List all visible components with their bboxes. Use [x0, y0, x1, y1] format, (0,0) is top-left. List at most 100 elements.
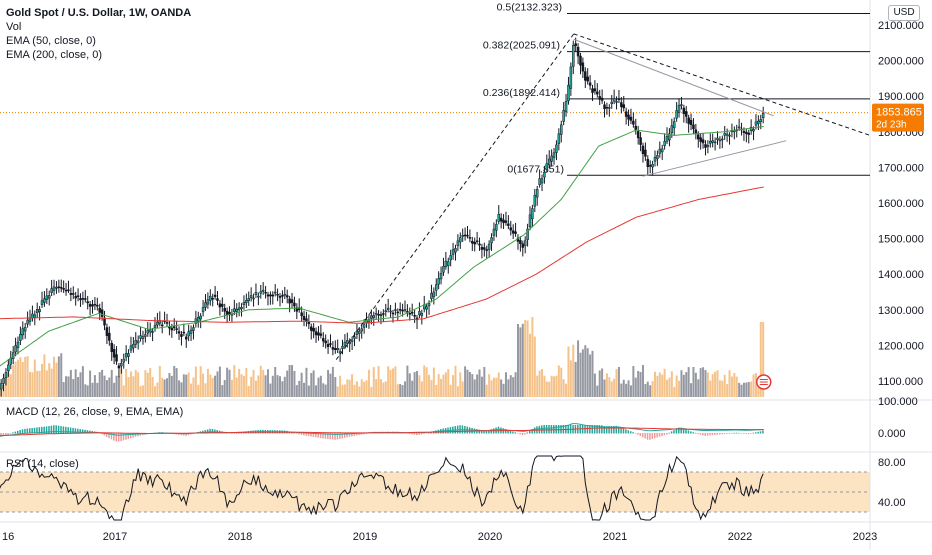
- candle-body: [91, 304, 94, 307]
- candle-body: [266, 294, 270, 297]
- volume-bar: [456, 386, 459, 397]
- legend-ema200[interactable]: EMA (200, close, 0): [6, 49, 102, 61]
- currency-label[interactable]: USD: [888, 5, 920, 21]
- rsi-label[interactable]: RSI (14, close): [6, 458, 79, 470]
- macd-histogram-bar: [661, 433, 663, 436]
- volume-bar: [644, 384, 647, 397]
- candle-body: [177, 331, 181, 334]
- candle-body: [716, 137, 719, 140]
- macd-histogram-bar: [654, 433, 656, 439]
- macd-histogram-bar: [723, 433, 726, 435]
- volume-bar: [514, 372, 517, 397]
- macd-signal-line: [0, 427, 764, 437]
- volume-bar: [610, 381, 613, 397]
- triangle-lower-line[interactable]: [642, 140, 787, 177]
- price-axis-tick: 2000.000: [878, 56, 924, 68]
- candle-body: [742, 130, 746, 133]
- volume-bar: [206, 368, 209, 397]
- volume-bar: [348, 379, 351, 397]
- candle-body: [122, 358, 125, 363]
- volume-bar: [586, 348, 589, 397]
- volume-bar: [428, 374, 431, 397]
- volume-bar: [497, 372, 500, 397]
- macd-histogram-bar: [7, 433, 9, 435]
- candle-body: [141, 336, 145, 339]
- volume-bar: [288, 365, 291, 397]
- volume-bar: [423, 365, 426, 397]
- macd-histogram-bar: [586, 425, 589, 434]
- candle-body: [117, 365, 121, 369]
- candle-body: [254, 292, 258, 295]
- volume-bar: [339, 375, 342, 397]
- candle-body: [653, 156, 657, 162]
- macd-histogram-bar: [550, 425, 553, 434]
- volume-bar: [476, 374, 479, 397]
- candle-body: [499, 217, 503, 222]
- macd-histogram-bar: [622, 428, 625, 434]
- price-axis-tick: 2100.000: [878, 20, 924, 32]
- volume-bar: [687, 367, 690, 397]
- candle-body: [593, 88, 597, 92]
- volume-bar: [502, 383, 505, 397]
- candle-body: [610, 101, 613, 105]
- macd-histogram-bar: [584, 425, 586, 434]
- triangle-upper-line[interactable]: [573, 38, 774, 117]
- macd-histogram-bar: [355, 433, 358, 436]
- macd-histogram-bar: [639, 433, 642, 437]
- candle-body: [490, 237, 493, 244]
- volume-bar: [512, 377, 515, 397]
- volume-bar: [666, 379, 669, 397]
- legend-ema50[interactable]: EMA (50, close, 0): [6, 35, 96, 47]
- fib-level-label: 0.5(2132.323): [497, 1, 562, 13]
- price-badge[interactable]: [872, 103, 924, 132]
- macd-histogram-bar: [589, 425, 591, 434]
- price-axis-tick: 1300.000: [878, 305, 924, 317]
- candle-body: [172, 326, 176, 328]
- macd-label[interactable]: MACD (12, 26, close, 9, EMA, EMA): [6, 406, 184, 418]
- candle-body: [96, 304, 99, 307]
- legend-volume[interactable]: Vol: [6, 21, 22, 33]
- candle-body: [60, 287, 63, 289]
- symbol-title[interactable]: Gold Spot / U.S. Dollar, 1W, OANDA: [6, 7, 192, 19]
- candle-body: [596, 91, 599, 95]
- volume-bar: [404, 381, 406, 397]
- candle-body: [427, 303, 431, 307]
- macd-histogram-bar: [230, 432, 233, 434]
- macd-histogram-bar: [507, 429, 509, 434]
- macd-histogram-bar: [726, 433, 728, 434]
- volume-bar: [567, 346, 570, 397]
- candle-body: [21, 328, 25, 336]
- volume-bar: [389, 369, 392, 397]
- candle-body: [218, 303, 222, 308]
- volume-bar: [29, 371, 31, 397]
- candle-body: [425, 306, 428, 310]
- volume-bar: [346, 379, 349, 397]
- trendline-dashed-down[interactable]: [573, 33, 871, 136]
- macd-histogram-bar: [31, 428, 33, 434]
- candle-body: [447, 261, 450, 266]
- macd-histogram-bar: [651, 433, 654, 439]
- volume-bar: [303, 382, 306, 397]
- volume-bar: [449, 384, 452, 397]
- macd-histogram-bar: [307, 433, 310, 437]
- candle-body: [247, 298, 250, 301]
- candle-body: [257, 295, 260, 298]
- macd-histogram-bar: [663, 433, 666, 436]
- volume-bar: [692, 367, 695, 397]
- macd-histogram-bar: [185, 433, 187, 436]
- volume-bar: [524, 320, 527, 397]
- macd-histogram-bar: [509, 430, 512, 434]
- candle-body: [624, 111, 628, 117]
- volume-bar: [127, 377, 130, 397]
- candle-body: [276, 293, 279, 296]
- volume-bar: [233, 365, 236, 397]
- volume-bar: [461, 381, 464, 397]
- candle-body: [16, 341, 20, 348]
- candle-body: [463, 234, 467, 237]
- candle-body: [259, 291, 263, 294]
- candle-body: [687, 117, 690, 124]
- macd-histogram-bar: [670, 431, 673, 434]
- volume-bar: [218, 366, 221, 397]
- volume-bar: [726, 384, 729, 397]
- volume-bar: [637, 370, 640, 397]
